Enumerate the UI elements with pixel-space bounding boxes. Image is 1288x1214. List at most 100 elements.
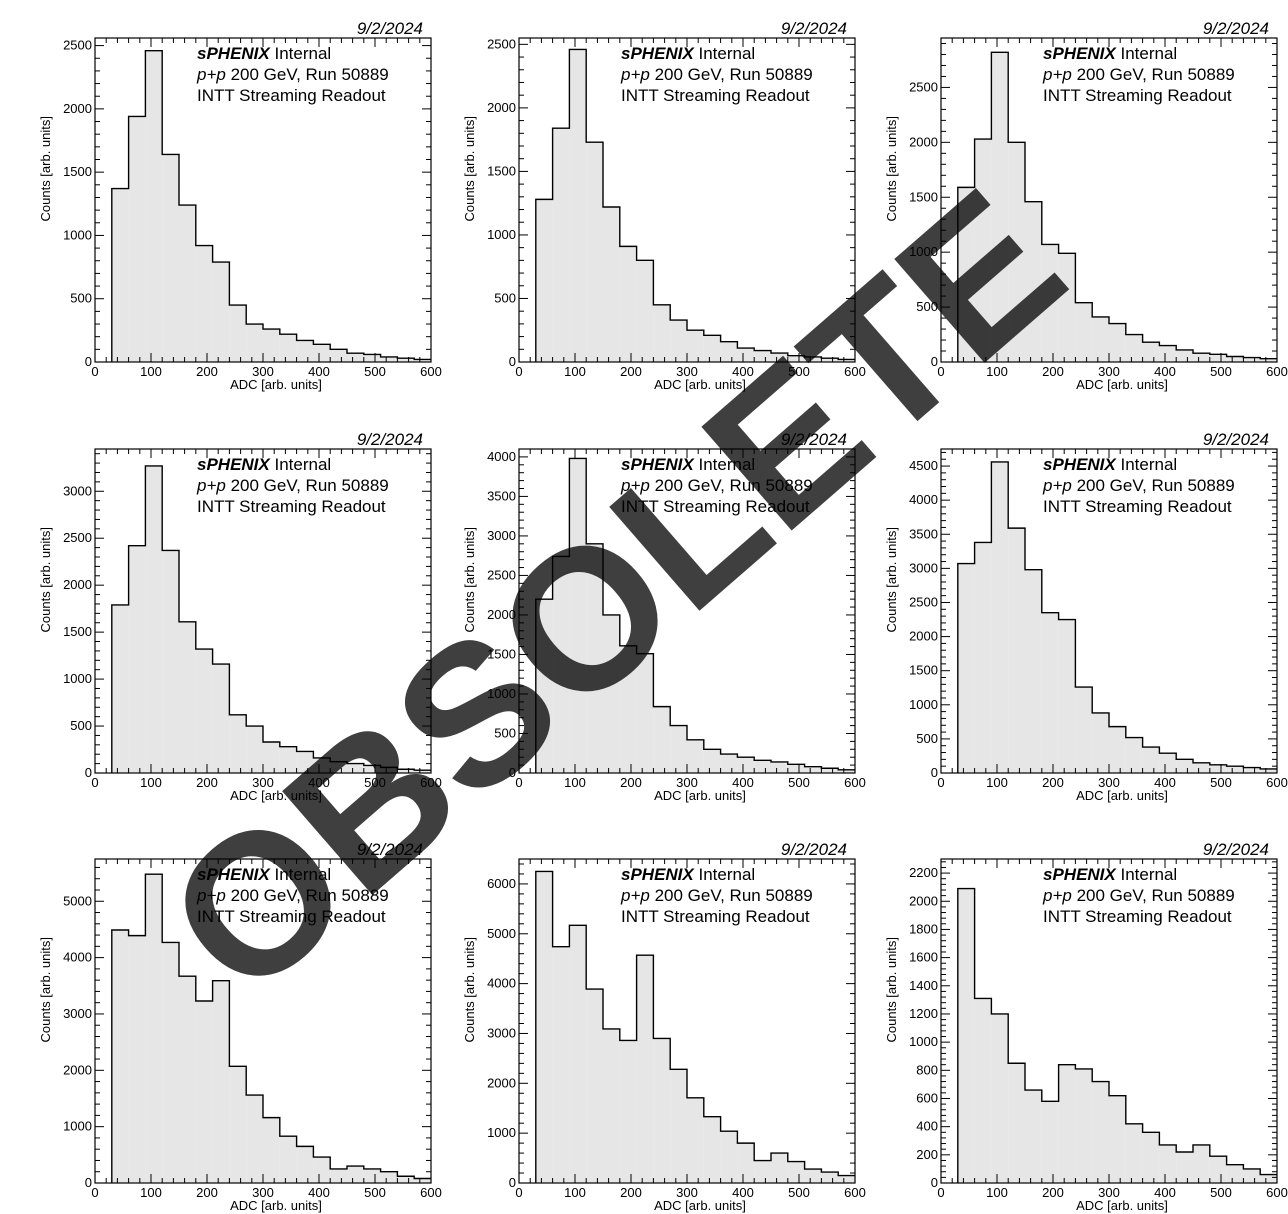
histogram-bar — [1193, 353, 1210, 362]
experiment-label: sPHENIX Internal — [1043, 455, 1177, 474]
y-tick-label: 2000 — [909, 134, 938, 149]
internal-label: Internal — [1116, 865, 1177, 884]
histogram-bar — [1209, 764, 1227, 773]
histogram-bar — [703, 1116, 721, 1183]
histogram-bar — [804, 356, 822, 362]
histogram-bar — [1041, 244, 1059, 362]
y-tick-label: 2000 — [63, 101, 92, 116]
y-tick-label: 2500 — [909, 79, 938, 94]
collision-system: p+p — [1042, 476, 1072, 495]
y-tick-label: 200 — [916, 1147, 938, 1162]
histogram-bar — [619, 1040, 637, 1183]
histogram-bar — [754, 1160, 771, 1183]
y-tick-label: 0 — [85, 765, 92, 780]
histogram-bar — [720, 341, 738, 362]
x-tick-label: 100 — [986, 1185, 1008, 1200]
y-tick-label: 2500 — [63, 38, 92, 53]
histogram-bar — [1125, 1123, 1143, 1183]
histogram-bar — [636, 653, 654, 773]
x-tick-label: 100 — [986, 364, 1008, 379]
collision-system: p+p — [1042, 65, 1072, 84]
histogram-bar — [263, 1117, 280, 1183]
x-tick-label: 500 — [788, 775, 810, 790]
y-tick-label: 2500 — [487, 567, 516, 582]
y-tick-label: 0 — [509, 354, 516, 369]
histogram-bar — [179, 205, 196, 362]
histogram-bar — [1243, 767, 1261, 773]
x-tick-label: 0 — [937, 775, 944, 790]
y-tick-label: 3000 — [63, 483, 92, 498]
x-tick-label: 400 — [1154, 364, 1176, 379]
histogram-bar — [380, 767, 398, 773]
histogram-bar — [1243, 1168, 1261, 1183]
histogram-bar — [1025, 1090, 1042, 1183]
x-tick-label: 600 — [1266, 364, 1288, 379]
x-tick-label: 0 — [937, 1185, 944, 1200]
y-tick-label: 1500 — [909, 663, 938, 678]
experiment-name: sPHENIX — [621, 865, 695, 884]
histogram-bar — [1125, 737, 1143, 773]
y-tick-label: 1000 — [63, 1119, 92, 1134]
internal-label: Internal — [270, 865, 331, 884]
y-tick-label: 3000 — [487, 1025, 516, 1040]
histogram-bar — [804, 1169, 822, 1183]
histogram-bar — [687, 330, 704, 362]
histogram-bar — [1260, 768, 1277, 773]
x-tick-label: 600 — [844, 1185, 866, 1200]
x-tick-label: 500 — [1210, 1185, 1232, 1200]
date-label: 9/2/2024 — [781, 19, 847, 38]
histogram-bar — [111, 604, 129, 773]
histogram-outline — [535, 870, 855, 1183]
y-tick-label: 2000 — [487, 1075, 516, 1090]
y-tick-label: 1000 — [487, 1125, 516, 1140]
histogram-bar — [838, 359, 855, 362]
date-label: 9/2/2024 — [357, 430, 423, 449]
x-tick-label: 300 — [1098, 1185, 1120, 1200]
collision-system: p+p — [196, 65, 226, 84]
histogram-bar — [111, 188, 129, 362]
histogram-bar — [330, 761, 347, 773]
histogram-bar — [380, 1171, 398, 1183]
collision-system: p+p — [620, 65, 650, 84]
x-axis-label: ADC [arb. units] — [654, 788, 746, 803]
histogram-bar — [1260, 358, 1277, 362]
y-tick-label: 0 — [931, 1175, 938, 1190]
histogram-bar — [246, 1095, 263, 1183]
date-label: 9/2/2024 — [357, 840, 423, 859]
experiment-label: sPHENIX Internal — [197, 455, 331, 474]
histogram-bar — [1226, 766, 1244, 773]
y-tick-label: 500 — [916, 299, 938, 314]
x-tick-label: 600 — [420, 775, 442, 790]
internal-label: Internal — [694, 865, 755, 884]
y-tick-label: 1500 — [63, 624, 92, 639]
readout-label: INTT Streaming Readout — [197, 907, 386, 926]
histogram-bar — [296, 340, 314, 362]
histogram-bar — [1159, 1144, 1177, 1183]
histogram-panel-1: 0 100 200 300 400 500 600 0 500 1000 1500 2000 2500 A… — [38, 19, 442, 392]
run-info: 200 GeV, Run 50889 — [1072, 476, 1235, 495]
histogram-bar — [720, 754, 738, 773]
histogram-bar — [687, 1097, 704, 1183]
x-tick-label: 300 — [1098, 775, 1120, 790]
histogram-bar — [1176, 349, 1193, 362]
histogram-bar — [1209, 1156, 1227, 1183]
histogram-bar — [603, 206, 620, 362]
run-info: 200 GeV, Run 50889 — [650, 886, 813, 905]
histogram-panel-8: 0 100 200 300 400 500 600010002000300040005000… — [462, 840, 866, 1213]
x-tick-label: 300 — [252, 364, 274, 379]
histogram-bar — [619, 246, 637, 362]
histogram-bar — [653, 706, 671, 773]
experiment-label: sPHENIX Internal — [621, 455, 755, 474]
y-tick-label: 3000 — [63, 1006, 92, 1021]
histogram-panel-3: 0 100 200 300 400 500 600 0 500 1000 1500 2000 2500 A… — [884, 19, 1288, 392]
date-label: 9/2/2024 — [781, 430, 847, 449]
histogram-bar — [279, 1136, 297, 1183]
histogram-bar — [569, 49, 587, 362]
y-tick-label: 500 — [494, 290, 516, 305]
experiment-name: sPHENIX — [1043, 455, 1117, 474]
histogram-bar — [212, 980, 230, 1183]
x-tick-label: 0 — [515, 775, 522, 790]
experiment-name: sPHENIX — [197, 455, 271, 474]
experiment-label: sPHENIX Internal — [1043, 865, 1177, 884]
y-tick-label: 600 — [916, 1090, 938, 1105]
